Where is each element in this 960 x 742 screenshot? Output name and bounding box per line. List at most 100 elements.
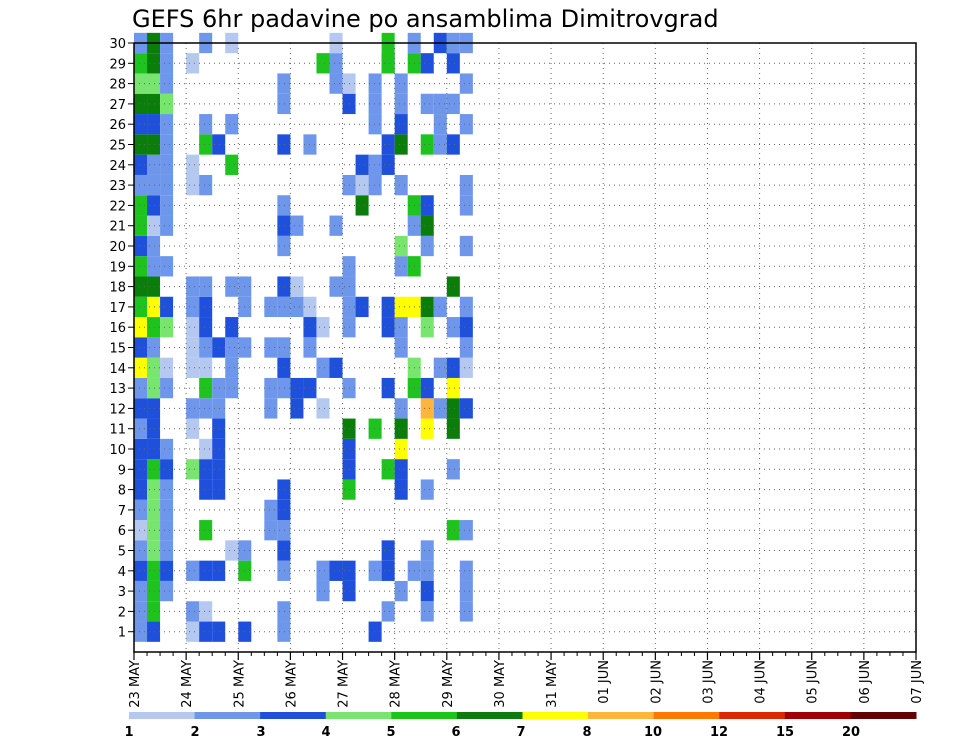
heatmap-cell [446,418,460,439]
x-tick-label: 25 MAY [232,660,247,708]
colorbar-swatch [653,712,720,719]
heatmap-cell [186,53,200,74]
heatmap-cell [368,114,382,135]
heatmap-cell [134,418,148,439]
heatmap-cell [160,377,174,399]
heatmap-cell [147,73,161,94]
heatmap-cell [147,195,161,216]
y-tick-label: 29 [109,57,126,72]
heatmap-cell [446,53,460,74]
heatmap-cell [290,215,304,236]
x-tick-label: 30 MAY [493,660,508,708]
heatmap-cell [186,174,200,196]
heatmap-cell [329,560,343,581]
heatmap-cell [264,337,278,358]
heatmap-cell [160,357,174,378]
heatmap-cell [381,601,395,622]
y-tick-label: 21 [109,220,126,235]
heatmap-cell [264,398,278,419]
heatmap-cell [394,337,408,358]
heatmap-cell [147,337,161,358]
heatmap-cell [147,276,161,297]
heatmap-cell [420,134,434,155]
heatmap-cell [186,296,200,318]
heatmap-cell [433,398,447,419]
heatmap-cell [134,377,148,399]
heatmap-cell [368,73,382,94]
heatmap-cell [134,195,148,216]
heatmap-cell [316,580,330,602]
heatmap-cell [394,134,408,155]
heatmap-cell [134,256,148,277]
colorbar-swatch [194,712,261,719]
x-tick-label: 23 MAY [128,660,143,708]
heatmap-cell [160,520,174,541]
heatmap-cell [134,540,148,561]
heatmap-cell [290,276,304,297]
chart-title: GEFS 6hr padavine po ansamblima Dimitrov… [132,5,719,33]
heatmap-cell [225,114,239,135]
heatmap-cell [459,520,473,541]
heatmap-cell [277,215,291,236]
heatmap-cell [199,317,213,338]
heatmap-cell [290,377,304,399]
heatmap-cell [381,540,395,561]
heatmap-cell [420,398,434,419]
heatmap-cell [199,459,213,480]
heatmap-cell [355,195,369,216]
y-tick-label: 8 [118,484,126,499]
heatmap-cell [160,93,174,115]
heatmap-cell [186,601,200,622]
heatmap-cell [329,53,343,74]
heatmap-cell [212,459,226,480]
y-tick-label: 5 [118,545,126,560]
heatmap-cell [433,296,447,318]
heatmap-cell [394,174,408,196]
heatmap-cell [199,276,213,297]
heatmap-cell [134,560,148,581]
heatmap-cell [199,134,213,155]
colorbar-label: 10 [644,725,662,740]
heatmap-cell [147,377,161,399]
heatmap-cell [147,114,161,135]
heatmap-cell [199,337,213,358]
heatmap-cell [199,398,213,419]
heatmap-cell [381,560,395,581]
heatmap-cell [134,73,148,94]
heatmap-cell [225,276,239,297]
y-tick-label: 18 [109,281,126,296]
colorbar-label: 6 [451,725,460,740]
heatmap-cell [147,459,161,480]
heatmap-cell [160,317,174,338]
heatmap-cell [199,560,213,581]
heatmap-cell [160,499,174,521]
heatmap-cell [160,154,174,175]
heatmap-cell [459,317,473,338]
heatmap-cell [147,215,161,236]
y-tick-label: 20 [109,240,126,255]
heatmap-cell [394,296,408,318]
y-tick-label: 7 [118,504,126,519]
heatmap-cell [160,479,174,500]
colorbar-swatch [260,712,327,719]
heatmap-cell [147,601,161,622]
heatmap-cell [225,317,239,338]
y-tick-label: 13 [109,382,126,397]
heatmap-cell [459,337,473,358]
x-tick-label: 06 JUN [858,660,873,704]
heatmap-cell [433,357,447,378]
heatmap-cell [199,601,213,622]
heatmap-cell [147,621,161,642]
heatmap-cell [199,174,213,196]
heatmap-cell [381,134,395,155]
y-tick-label: 15 [109,342,126,357]
heatmap-cell [199,114,213,135]
heatmap-cell [134,317,148,338]
y-tick-label: 26 [109,118,126,133]
colorbar-swatch [784,712,851,719]
grid-lines [134,42,916,652]
heatmap-cell [199,357,213,378]
heatmap-cell [316,53,330,74]
x-axis-ticks: 23 MAY 24 MAY 25 MAY 26 MAY 27 MAY 28 MAY 29 M… [128,652,925,708]
heatmap-cell [329,73,343,94]
